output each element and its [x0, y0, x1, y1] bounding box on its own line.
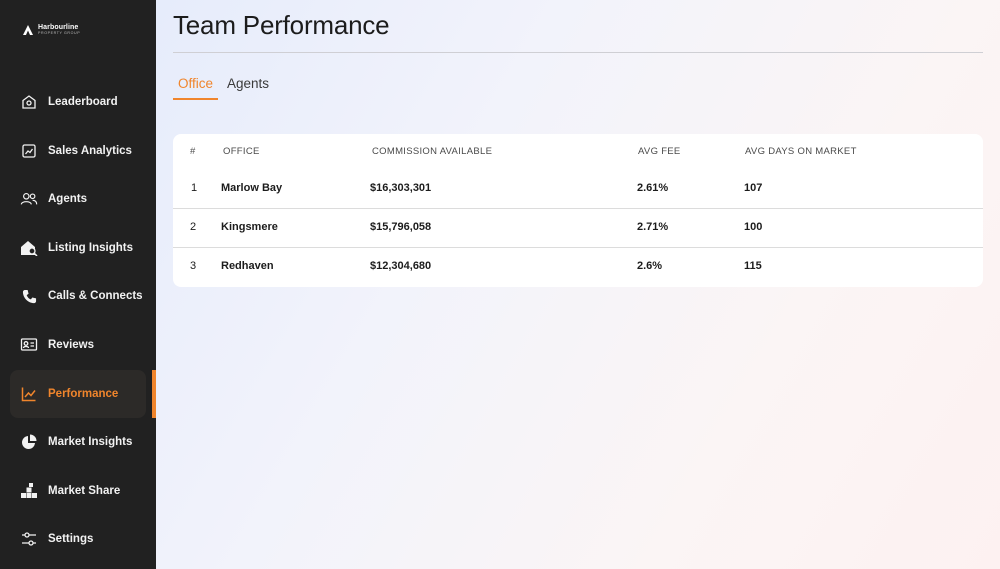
sidebar-item-market-insights[interactable]: Market Insights [10, 418, 146, 466]
cell-avg-fee: 2.61% [637, 182, 669, 194]
pie-chart-icon [20, 433, 38, 451]
title-divider [173, 52, 983, 53]
cell-office: Redhaven [221, 260, 274, 272]
brand-subtitle: PROPERTY GROUP [38, 31, 81, 36]
table-row[interactable]: 1 Marlow Bay $16,303,301 2.61% 107 [173, 170, 983, 209]
house-search-icon [20, 239, 38, 257]
table-header: # OFFICE COMMISSION AVAILABLE AVG FEE AV… [173, 134, 983, 170]
sidebar-item-calls-connects[interactable]: Calls & Connects [10, 272, 146, 320]
sidebar-item-market-share[interactable]: Market Share [10, 467, 146, 515]
tab-agents[interactable]: Agents [227, 76, 270, 91]
header-avg-fee[interactable]: AVG FEE [638, 146, 681, 157]
brand-name: Harbourline [38, 24, 79, 32]
header-rank: # [190, 146, 196, 157]
cell-avg-days: 115 [744, 260, 762, 272]
review-card-icon [20, 336, 38, 354]
brand-logo[interactable]: Harbourline PROPERTY GROUP [22, 24, 80, 36]
logo-mark-icon [23, 25, 33, 35]
blocks-icon [20, 482, 38, 500]
phone-icon [20, 287, 38, 305]
cell-rank: 2 [190, 221, 197, 233]
cell-rank: 1 [191, 182, 198, 194]
cell-avg-days: 107 [744, 182, 763, 194]
sidebar-item-leaderboard[interactable]: Leaderboard [10, 78, 146, 126]
tab-bar: Office Agents [173, 74, 278, 100]
cell-avg-days: 100 [744, 221, 763, 233]
sidebar-item-listing-insights[interactable]: Listing Insights [10, 224, 146, 272]
sidebar-item-sales-analytics[interactable]: Sales Analytics [10, 127, 146, 175]
header-office[interactable]: OFFICE [223, 146, 260, 157]
trend-line-icon [20, 385, 38, 403]
home-badge-icon [20, 93, 38, 111]
sidebar-item-performance[interactable]: Performance [10, 370, 146, 418]
cell-rank: 3 [190, 260, 197, 272]
cell-avg-fee: 2.71% [637, 221, 669, 233]
performance-table: # OFFICE COMMISSION AVAILABLE AVG FEE AV… [173, 134, 983, 287]
main-content: Team Performance Office Agents # OFFICE … [156, 0, 1000, 569]
chart-clipboard-icon [20, 142, 38, 160]
sidebar-item-agents[interactable]: Agents [10, 175, 146, 223]
table-row[interactable]: 2 Kingsmere $15,796,058 2.71% 100 [173, 209, 983, 248]
header-commission[interactable]: COMMISSION AVAILABLE [372, 146, 493, 157]
page-title: Team Performance [173, 10, 390, 40]
cell-commission: $12,304,680 [370, 260, 432, 272]
active-indicator [152, 370, 156, 418]
cell-commission: $15,796,058 [370, 221, 432, 233]
cell-avg-fee: 2.6% [637, 260, 663, 272]
sliders-icon [20, 530, 38, 548]
cell-commission: $16,303,301 [370, 182, 432, 194]
sidebar: Harbourline PROPERTY GROUP Leaderboard S… [0, 0, 156, 569]
cell-office: Kingsmere [221, 221, 278, 233]
table-row[interactable]: 3 Redhaven $12,304,680 2.6% 115 [173, 248, 983, 287]
sidebar-item-reviews[interactable]: Reviews [10, 321, 146, 369]
tab-office[interactable]: Office [173, 74, 219, 100]
header-avg-days[interactable]: AVG DAYS ON MARKET [745, 146, 857, 157]
sidebar-item-settings[interactable]: Settings [10, 515, 146, 563]
users-icon [20, 190, 38, 208]
cell-office: Marlow Bay [221, 182, 283, 194]
